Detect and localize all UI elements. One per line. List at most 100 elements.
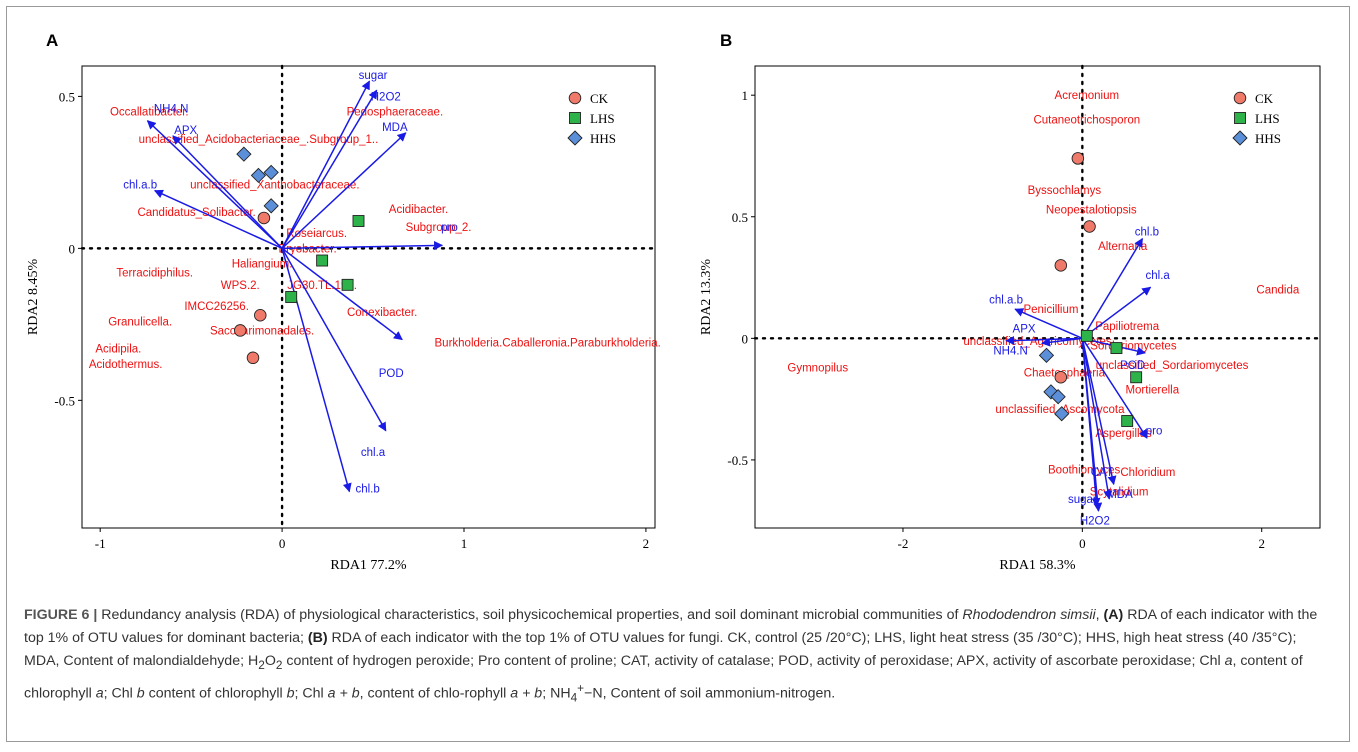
taxon-label: Haliangium. <box>232 259 293 271</box>
legend-label: CK <box>1255 91 1274 106</box>
sample-point-lhs <box>1121 415 1134 427</box>
taxon-label: Acremonium <box>1055 90 1120 102</box>
taxon-label: Subgroup_2. <box>406 222 472 234</box>
caption-italic: a <box>1224 653 1233 669</box>
vector-arrow <box>1081 286 1152 339</box>
vector-arrow <box>146 120 283 249</box>
caption-figure-label: FIGURE 6 | <box>24 607 98 623</box>
caption-panel-a-ref: (A) <box>1103 607 1124 623</box>
sample-point-ck <box>1054 370 1068 384</box>
y-axis-label: RDA2 13.3% <box>699 259 714 336</box>
vector-label: CAT <box>1091 467 1113 479</box>
caption-text: content of hydrogen peroxide; Pro conten… <box>282 653 1225 669</box>
caption-italic: a <box>95 685 104 702</box>
caption-text: ; NH <box>542 685 571 702</box>
vector-arrow <box>281 248 352 493</box>
caption-text: , content of chlo-rophyll <box>359 685 511 702</box>
vector-label: sugar <box>359 70 388 82</box>
sample-point-lhs <box>1080 329 1093 342</box>
x-tick-label: -2 <box>898 536 909 551</box>
taxon-label: Byssochlamys <box>1028 185 1102 197</box>
taxon-label: Roseiarcus. <box>286 228 347 240</box>
vector-label: pro <box>1146 426 1163 438</box>
sample-point-lhs <box>352 215 365 227</box>
caption-italic: b <box>136 685 145 702</box>
sample-point-ck <box>254 308 267 322</box>
sample-point-ck <box>1083 220 1096 233</box>
taxon-label: Chloridium <box>1120 467 1175 479</box>
taxon-label: Acidothermus. <box>89 359 163 371</box>
plot-frame <box>754 65 1321 529</box>
caption-sub: 2 <box>275 657 283 672</box>
taxon-label: Candida <box>1256 285 1299 297</box>
legend-marker-ck <box>1233 91 1247 105</box>
legend-label: CK <box>590 91 609 106</box>
sample-point-ck <box>257 211 271 225</box>
x-tick-label: 0 <box>1079 536 1086 551</box>
vector-arrow <box>1041 337 1083 347</box>
x-tick-label: -1 <box>95 536 106 551</box>
y-tick-label: -0.5 <box>54 393 75 408</box>
vector-label: pro <box>441 222 458 234</box>
caption-panel-b-ref: (B) <box>307 630 328 646</box>
vector-label: MDA <box>1107 489 1133 501</box>
caption-italic: a + b <box>327 685 360 702</box>
vector-label: chl.b <box>1135 226 1159 238</box>
legend-marker-lhs <box>569 112 581 124</box>
vector-label: MDA <box>382 122 408 134</box>
taxon-label: unclassified_Sordariomycetes <box>1096 360 1249 372</box>
caption-sub: 4 <box>570 690 578 705</box>
caption-text: RDA of each indicator with the top 1% of… <box>24 630 1297 669</box>
legend-label: HHS <box>1255 131 1281 146</box>
caption-text: content of chlorophyll <box>144 685 287 702</box>
legend-marker-hhs <box>567 130 583 146</box>
figure-caption: FIGURE 6 | Redundancy analysis (RDA) of … <box>24 604 1334 709</box>
y-axis-label: RDA2 8.45% <box>26 259 41 336</box>
vector-label: chl.a <box>361 447 386 459</box>
taxon-label: Pedosphaeraceae. <box>347 107 444 119</box>
legend-marker-lhs <box>1234 112 1246 124</box>
sample-point-lhs <box>285 291 298 303</box>
taxon-label: Neopestalotiopsis <box>1046 204 1137 216</box>
panel-a-letter: A <box>46 31 58 50</box>
y-tick-label: 0.5 <box>59 89 75 104</box>
sample-point-hhs <box>236 146 252 162</box>
caption-text: −N, Content of soil ammonium-nitrogen. <box>584 685 836 702</box>
vector-label: H2O2 <box>371 91 401 103</box>
sample-point-hhs <box>1054 406 1070 422</box>
sample-point-ck <box>1071 152 1085 165</box>
vector-arrow <box>1081 338 1103 512</box>
taxon-label: Cutaneotrichosporon <box>1033 114 1140 126</box>
legend-label: HHS <box>590 131 616 146</box>
x-tick-label: 2 <box>643 536 650 551</box>
caption-italic: b <box>286 685 295 702</box>
caption-text: ; Chl <box>294 685 328 702</box>
taxon-label: Aspergillus <box>1095 428 1151 440</box>
vector-arrow <box>153 189 283 250</box>
taxon-label: Burkholderia.Caballeronia.Paraburkholder… <box>435 338 661 350</box>
taxon-label: Acidibacter. <box>389 204 448 216</box>
taxon-label: Conexibacter. <box>347 307 417 319</box>
sample-point-ck <box>1054 259 1068 272</box>
y-tick-label: -0.5 <box>727 453 748 468</box>
x-axis-label: RDA1 77.2% <box>330 558 407 573</box>
vector-arrow <box>281 89 378 249</box>
vector-label: sugar <box>1068 494 1097 506</box>
taxon-label: unclassified_Acidobacteriaceae_.Subgroup… <box>139 134 379 146</box>
caption-text: RDA of each indicator with the top 1% of… <box>24 607 1318 646</box>
taxon-label: Granulicella. <box>108 316 172 328</box>
vector-arrow <box>281 80 371 249</box>
sample-point-lhs <box>1130 371 1143 384</box>
sample-point-hhs <box>1050 389 1066 405</box>
x-tick-label: 1 <box>461 536 468 551</box>
panel-a-plot: -1 0 1 2 -0.5 0 0.5 RDA1 77.2% RDA2 8.45% Occalla… <box>26 64 661 573</box>
x-tick-label: 2 <box>1258 536 1265 551</box>
taxon-label: Bryobacter. <box>278 243 336 255</box>
vector-arrow <box>281 247 387 432</box>
sample-point-ck <box>246 351 260 365</box>
vector-label: NH4.N <box>154 104 189 116</box>
panel-b-plot: -2 0 2 -0.5 0 0.5 1 RDA1 58.3% RDA2 13.3% Acremon… <box>699 64 1322 573</box>
vector-label: chl.a.b <box>989 294 1023 306</box>
legend-label: LHS <box>1255 111 1280 126</box>
x-axis-label: RDA1 58.3% <box>999 558 1076 573</box>
